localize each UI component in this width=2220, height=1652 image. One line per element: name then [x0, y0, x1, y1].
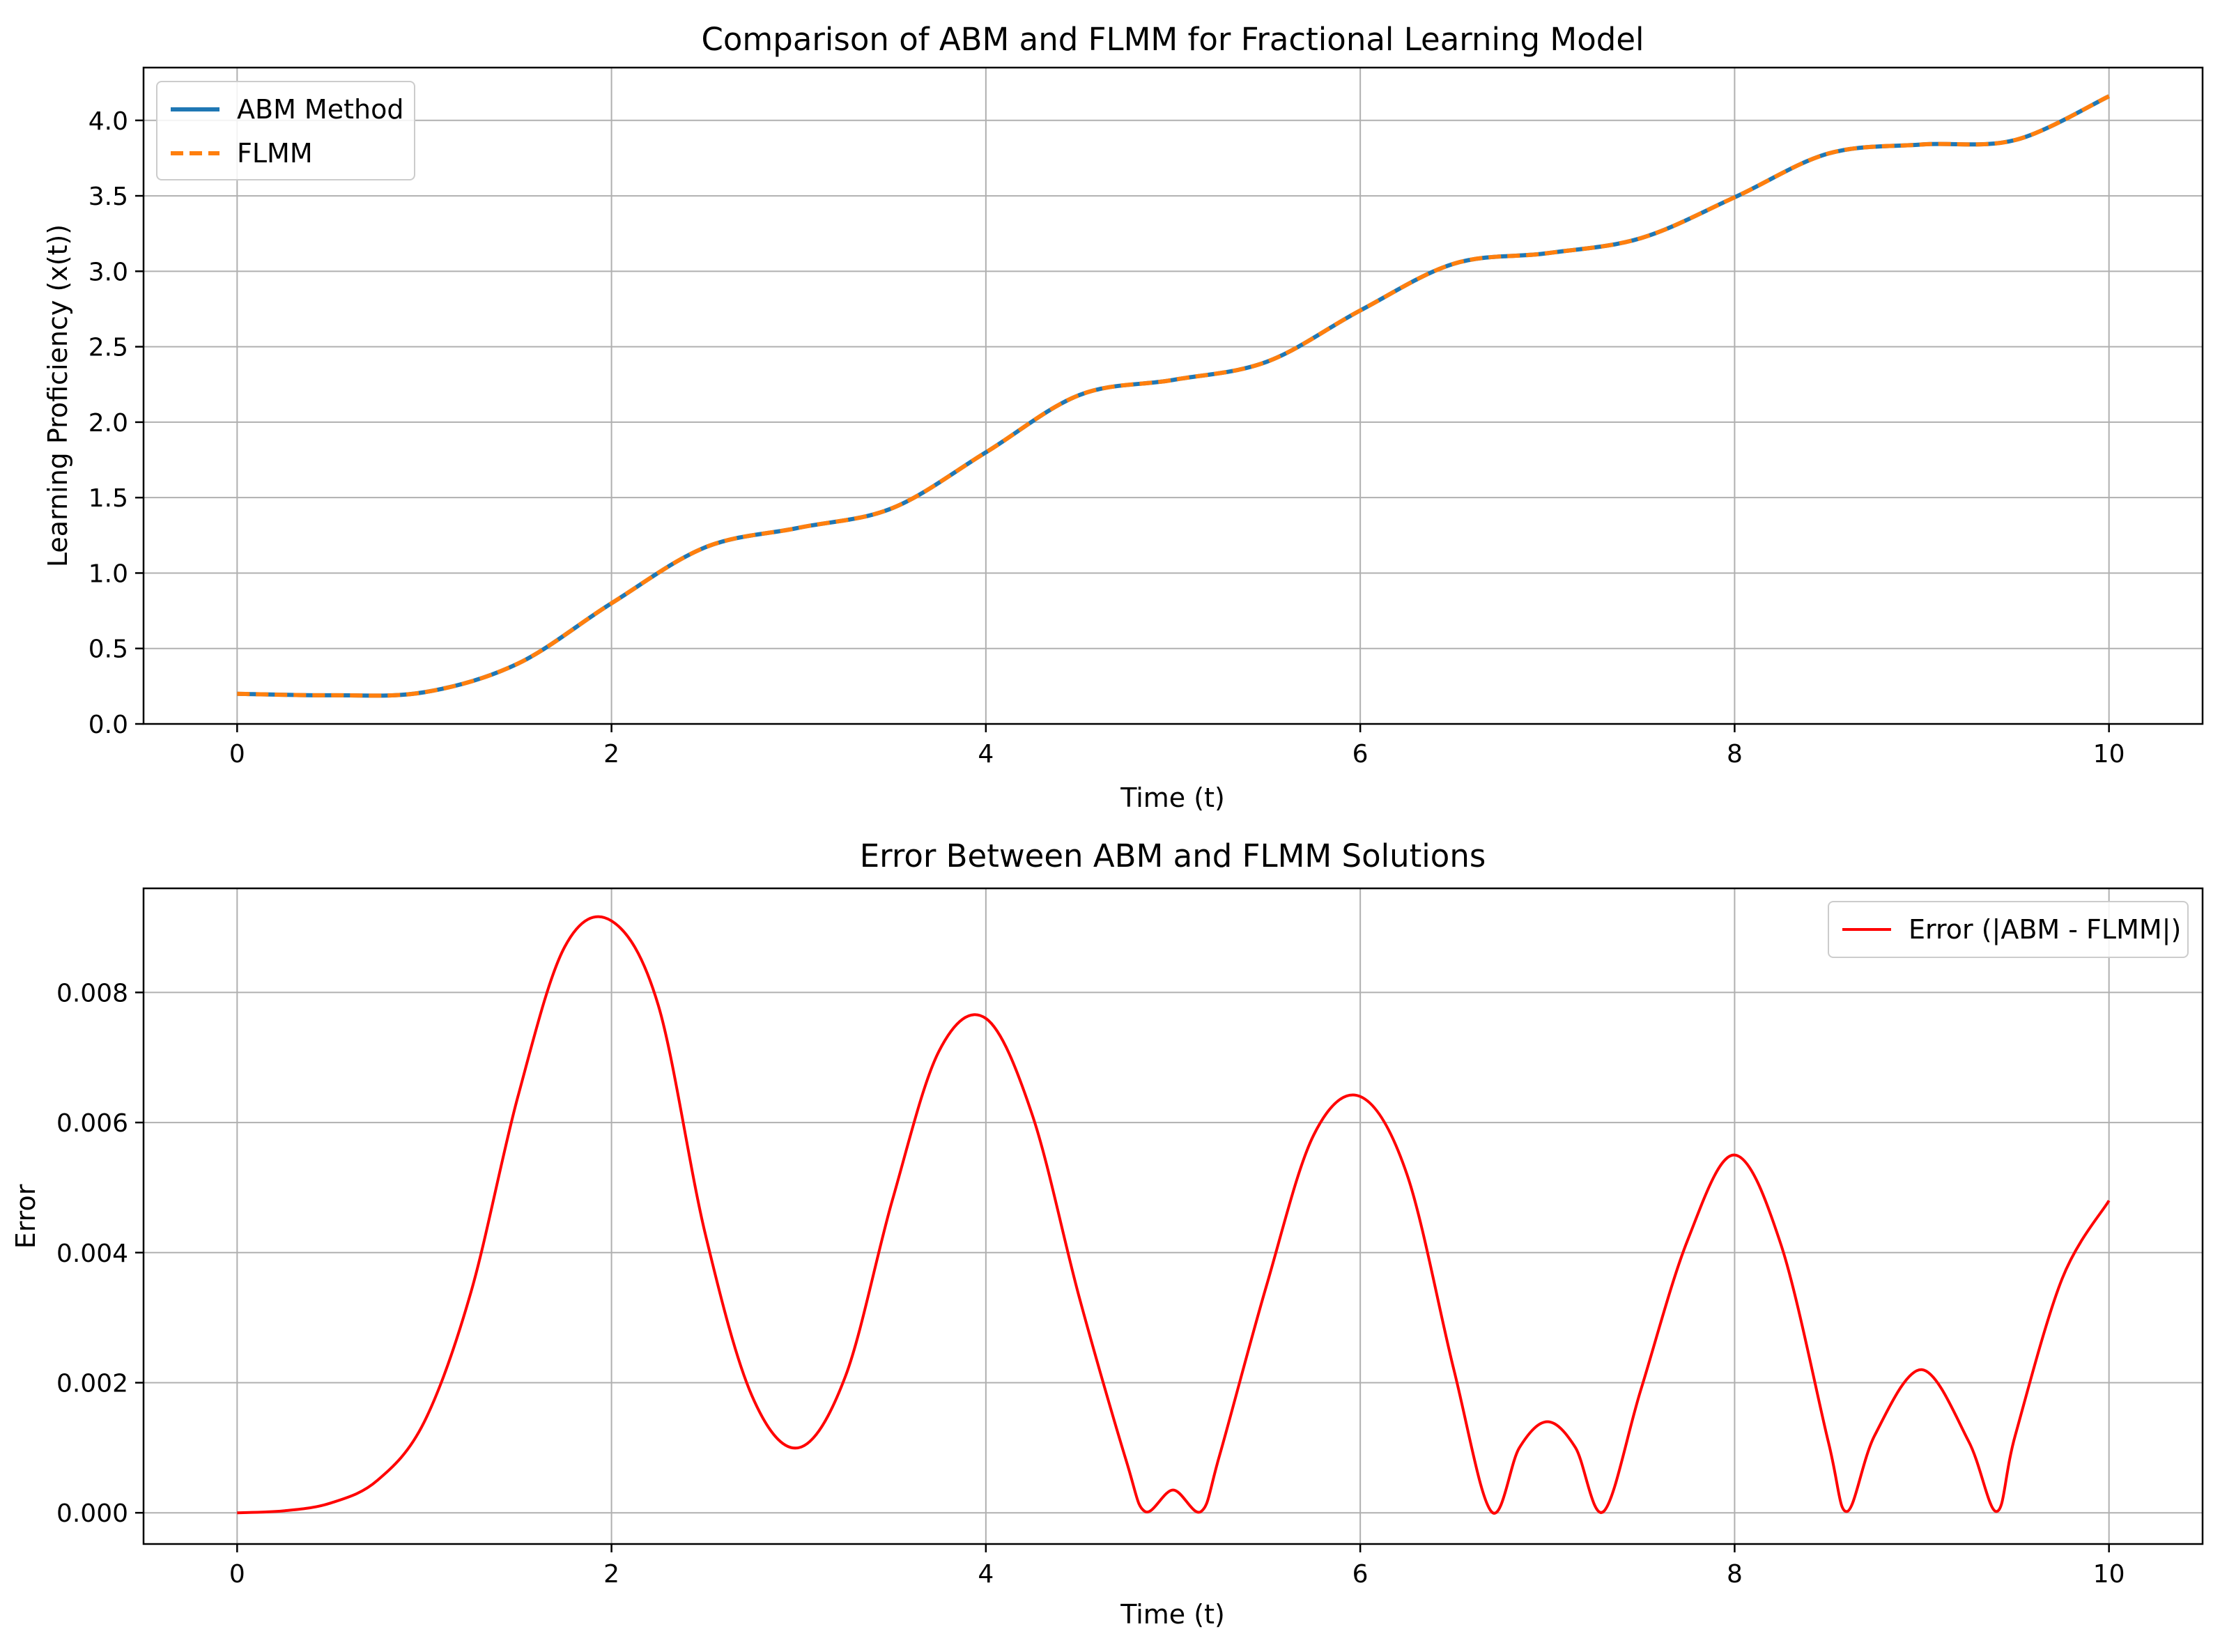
top-chart-ytick-label: 4.0: [88, 107, 128, 136]
top-chart-xlabel: Time (t): [1120, 782, 1225, 813]
bottom-chart-ytick-label: 0.004: [56, 1240, 128, 1268]
bottom-chart-xtick-label: 2: [603, 1560, 619, 1589]
top-chart-xtick-label: 10: [2093, 740, 2125, 769]
top-chart-legend-label: ABM Method: [237, 94, 403, 125]
bottom-chart-legend-label: Error (|ABM - FLMM|): [1909, 914, 2181, 945]
top-chart-xtick-label: 6: [1352, 740, 1369, 769]
top-chart-series-line-1: [237, 94, 2110, 698]
bottom-chart-legend-box: [1828, 901, 2189, 958]
bottom-chart-ylabel: Error: [10, 1184, 41, 1249]
bottom-chart-title: Error Between ABM and FLMM Solutions: [860, 837, 1486, 874]
top-chart-frame: [142, 66, 2204, 725]
top-chart-ytick-label: 2.0: [88, 409, 128, 438]
top-chart-xtick-label: 2: [603, 740, 619, 769]
top-chart-panel: Comparison of ABM and FLMM for Fractiona…: [43, 21, 2204, 813]
bottom-chart-xtick-label: 4: [978, 1560, 994, 1589]
top-chart-legend-box: [156, 81, 415, 180]
top-chart-ytick-label: 2.5: [88, 334, 128, 362]
bottom-chart-ytick-label: 0.000: [56, 1499, 128, 1528]
bottom-chart-ytick-label: 0.002: [56, 1369, 128, 1398]
top-chart-xtick-label: 4: [978, 740, 994, 769]
bottom-chart-xtick-label: 6: [1352, 1560, 1369, 1589]
bottom-chart-series-line-0: [237, 915, 2111, 1515]
top-chart-ytick-label: 3.5: [88, 183, 128, 211]
bottom-chart-xtick-label: 10: [2093, 1560, 2125, 1589]
bottom-chart-ytick-label: 0.008: [56, 979, 128, 1008]
bottom-chart-legend: Error (|ABM - FLMM|): [1828, 901, 2189, 958]
top-chart-legend-label: FLMM: [237, 138, 313, 169]
bottom-chart-xlabel: Time (t): [1120, 1599, 1225, 1630]
bottom-chart-panel: Error Between ABM and FLMM Solutions 0 2 4…: [10, 837, 2204, 1630]
top-chart-xtick-label: 0: [229, 740, 245, 769]
top-chart-legend: ABM Method FLMM: [156, 81, 415, 180]
top-chart-ytick-label: 1.5: [88, 484, 128, 513]
bottom-chart-xtick-label: 0: [229, 1560, 245, 1589]
top-chart-series-line-0: [237, 94, 2110, 698]
top-chart-ytick-label: 0.5: [88, 635, 128, 664]
top-chart-title: Comparison of ABM and FLMM for Fractiona…: [701, 21, 1644, 58]
top-chart-ytick-label: 1.0: [88, 559, 128, 588]
top-chart-ylabel: Learning Proficiency (x(t)): [43, 224, 73, 567]
bottom-chart-ytick-label: 0.006: [56, 1109, 128, 1138]
bottom-chart-xtick-label: 8: [1727, 1560, 1743, 1589]
top-chart-ytick-label: 3.0: [88, 258, 128, 286]
top-chart-ytick-label: 0.0: [88, 711, 128, 739]
bottom-chart-frame: [142, 887, 2204, 1545]
top-chart-xtick-label: 8: [1727, 740, 1743, 769]
